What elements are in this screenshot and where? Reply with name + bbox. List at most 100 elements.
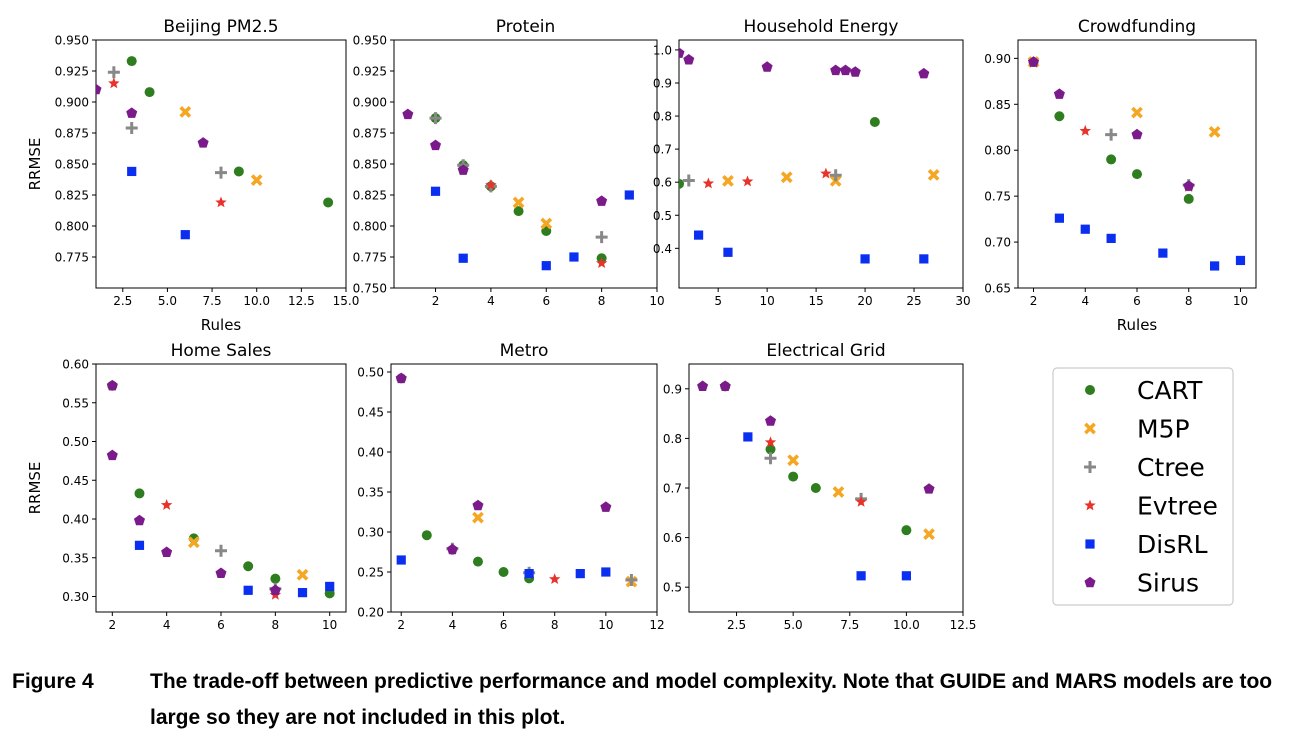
data-point-evtree bbox=[485, 179, 497, 190]
legend-label-cart: CART bbox=[1137, 376, 1203, 405]
data-point-sirus bbox=[126, 107, 138, 118]
data-point-m5p bbox=[472, 511, 484, 524]
y-tick-label: 0.900 bbox=[353, 96, 387, 110]
data-point-disrl bbox=[723, 247, 733, 257]
x-tick-label: 8 bbox=[598, 294, 606, 308]
y-tick-label: 0.9 bbox=[663, 382, 682, 396]
data-point-disrl bbox=[743, 432, 753, 442]
x-tick-label: 2 bbox=[1030, 294, 1038, 308]
x-tick-label: 2.5 bbox=[113, 294, 132, 308]
axes-frame bbox=[678, 39, 964, 289]
data-point-sirus bbox=[446, 543, 458, 555]
y-tick-label: 0.925 bbox=[55, 65, 89, 79]
data-point-ctree bbox=[1105, 128, 1118, 141]
data-point-ctree bbox=[107, 66, 120, 79]
data-point-cart bbox=[498, 567, 509, 577]
data-point-sirus bbox=[830, 64, 842, 76]
panel-title: Crowdfunding bbox=[1078, 17, 1196, 37]
data-points bbox=[106, 379, 335, 600]
data-point-evtree bbox=[764, 436, 777, 448]
data-point-sirus bbox=[765, 415, 777, 426]
legend-label-m5p: M5P bbox=[1137, 415, 1190, 444]
x-tick-label: 6 bbox=[542, 294, 550, 308]
x-tick-label: 5.0 bbox=[784, 618, 803, 632]
data-point-evtree bbox=[595, 257, 608, 269]
legend-marker-m5p bbox=[1084, 422, 1096, 435]
y-tick-label: 0.750 bbox=[353, 282, 387, 296]
y-tick-label: 0.50 bbox=[357, 366, 384, 380]
x-tick-label: 8 bbox=[551, 618, 559, 632]
y-tick-label: 0.20 bbox=[357, 606, 384, 620]
data-point-sirus bbox=[161, 546, 173, 558]
data-point-cart bbox=[323, 197, 334, 208]
y-tick-label: 0.90 bbox=[984, 52, 1011, 66]
data-point-disrl bbox=[1054, 213, 1064, 223]
data-points bbox=[679, 47, 940, 264]
data-point-disrl bbox=[1210, 261, 1220, 271]
x-tick-label: 25 bbox=[906, 294, 921, 308]
data-point-m5p bbox=[540, 217, 553, 230]
data-point-ctree bbox=[764, 452, 777, 465]
x-tick-label: 15.0 bbox=[333, 294, 360, 308]
data-point-m5p bbox=[923, 528, 935, 541]
y-tick-label: 0.900 bbox=[55, 96, 89, 110]
data-point-m5p bbox=[187, 536, 200, 549]
data-point-sirus bbox=[918, 67, 930, 79]
y-tick-label: 0.7 bbox=[663, 482, 682, 496]
data-point-sirus bbox=[1028, 56, 1040, 67]
data-point-disrl bbox=[693, 230, 704, 240]
data-point-sirus bbox=[430, 139, 442, 151]
data-point-ctree bbox=[125, 122, 138, 135]
y-tick-label: 0.925 bbox=[353, 65, 387, 79]
data-point-cart bbox=[901, 525, 912, 536]
panel-crowdfunding: Crowdfunding 2 4 6 8 10 0.65 0.70 0.75 0.80 0.85 0.… bbox=[984, 17, 1257, 334]
caption-text: The trade-off between predictive perform… bbox=[150, 670, 1273, 729]
y-tick-label: 0.40 bbox=[62, 513, 89, 527]
x-tick-label: 2 bbox=[432, 294, 440, 308]
x-tick-label: 12.5 bbox=[288, 294, 315, 308]
data-point-cart bbox=[788, 471, 799, 482]
x-tick-label: 10 bbox=[759, 294, 774, 308]
data-point-sirus bbox=[1183, 180, 1195, 191]
data-point-ctree bbox=[682, 174, 695, 187]
axes-frame bbox=[95, 39, 347, 289]
data-point-sirus bbox=[596, 195, 608, 206]
data-point-sirus bbox=[600, 501, 612, 512]
y-tick-label: 0.850 bbox=[353, 158, 387, 172]
x-axis-label: Rules bbox=[201, 316, 242, 334]
data-point-disrl bbox=[601, 567, 611, 577]
data-point-cart bbox=[679, 178, 684, 189]
y-tick-label: 0.50 bbox=[62, 435, 89, 449]
data-points bbox=[402, 108, 634, 271]
x-tick-label: 8 bbox=[1185, 294, 1193, 308]
x-tick-label: 2 bbox=[108, 618, 116, 632]
x-tick-label: 4 bbox=[163, 618, 171, 632]
data-point-disrl bbox=[856, 571, 866, 581]
data-point-evtree bbox=[820, 167, 832, 179]
y-tick-label: 0.950 bbox=[55, 34, 89, 48]
panel-beijing-pm2-5: Beijing PM2.5 2.5 5.0 7.5 10.0 12.5 15.0 0.775 0… bbox=[26, 17, 359, 334]
data-point-sirus bbox=[197, 137, 209, 148]
data-point-sirus bbox=[1131, 128, 1143, 140]
y-tick-label: 0.875 bbox=[55, 127, 89, 141]
data-point-evtree bbox=[1079, 124, 1091, 136]
data-point-sirus bbox=[96, 83, 102, 95]
data-point-disrl bbox=[1080, 224, 1090, 234]
data-point-sirus bbox=[679, 47, 685, 58]
y-tick-label: 0.65 bbox=[984, 282, 1011, 296]
x-tick-label: 2 bbox=[397, 618, 405, 632]
data-point-disrl bbox=[569, 252, 579, 262]
x-tick-label: 30 bbox=[955, 294, 970, 308]
panel-title: Protein bbox=[496, 17, 556, 37]
caption-label: Figure 4 bbox=[12, 670, 94, 693]
x-tick-label: 10 bbox=[649, 294, 664, 308]
data-point-ctree bbox=[595, 231, 608, 244]
legend-box bbox=[1052, 367, 1234, 606]
panel-metro: Metro 2 4 6 8 10 12 0.20 0.25 0.30 0.35 0.40 0.45 0.5… bbox=[357, 341, 664, 632]
x-tick-label: 4 bbox=[449, 618, 457, 632]
data-point-disrl bbox=[396, 555, 406, 565]
y-tick-label: 0.55 bbox=[62, 396, 89, 410]
y-tick-label: 0.825 bbox=[55, 189, 89, 203]
data-point-m5p bbox=[179, 106, 192, 118]
data-point-evtree bbox=[741, 175, 754, 187]
